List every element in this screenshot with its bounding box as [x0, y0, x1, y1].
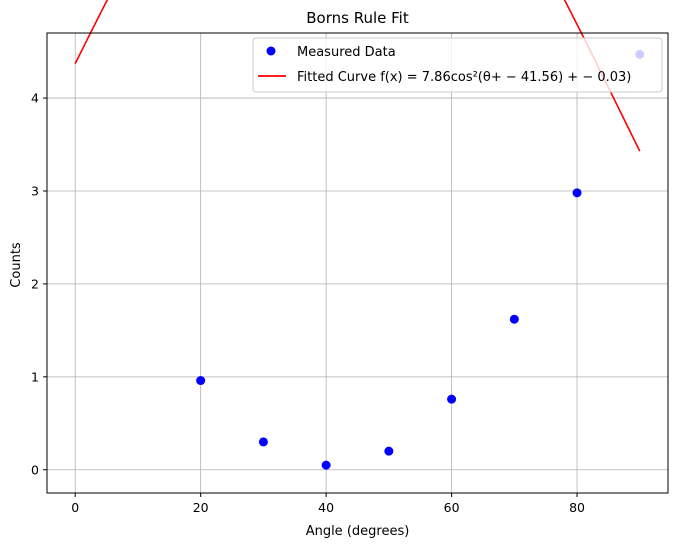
- data-point-0: [196, 376, 206, 386]
- data-point-1: [258, 437, 268, 447]
- axes: 0 20 40 60 80 0 1 2 3 4: [31, 32, 669, 515]
- legend: Measured Data Fitted Curve f(x) = 7.86co…: [252, 37, 663, 93]
- grid: [47, 33, 668, 493]
- y-tick-label-0: 0: [31, 462, 39, 477]
- y-tick-label-4: 4: [31, 91, 39, 106]
- x-tick-label-0: 0: [71, 500, 79, 515]
- y-tick-label-3: 3: [31, 183, 39, 198]
- chart-title: Borns Rule Fit: [306, 9, 409, 27]
- legend-box: [252, 37, 663, 93]
- data-point-4: [447, 394, 457, 404]
- y-tick-label-2: 2: [31, 276, 39, 291]
- x-tick-label-2: 40: [318, 500, 334, 515]
- data-point-6: [572, 188, 582, 198]
- x-axis-label: Angle (degrees): [306, 524, 410, 539]
- y-axis-label: Counts: [9, 242, 24, 288]
- data-point-2: [321, 460, 331, 470]
- x-tick-label-1: 20: [193, 500, 209, 515]
- x-tick-label-4: 80: [569, 500, 585, 515]
- legend-marker-measured-data: [266, 46, 276, 56]
- x-tick-label-3: 60: [444, 500, 460, 515]
- data-point-3: [384, 446, 394, 456]
- legend-label-measured-data: Measured Data: [297, 45, 396, 60]
- y-tick-label-1: 1: [31, 369, 39, 384]
- data-point-5: [509, 314, 519, 324]
- axes-frame: [46, 32, 669, 494]
- legend-label-fitted-curve: Fitted Curve f(x) = 7.86cos²(θ+ − 41.56)…: [297, 70, 631, 85]
